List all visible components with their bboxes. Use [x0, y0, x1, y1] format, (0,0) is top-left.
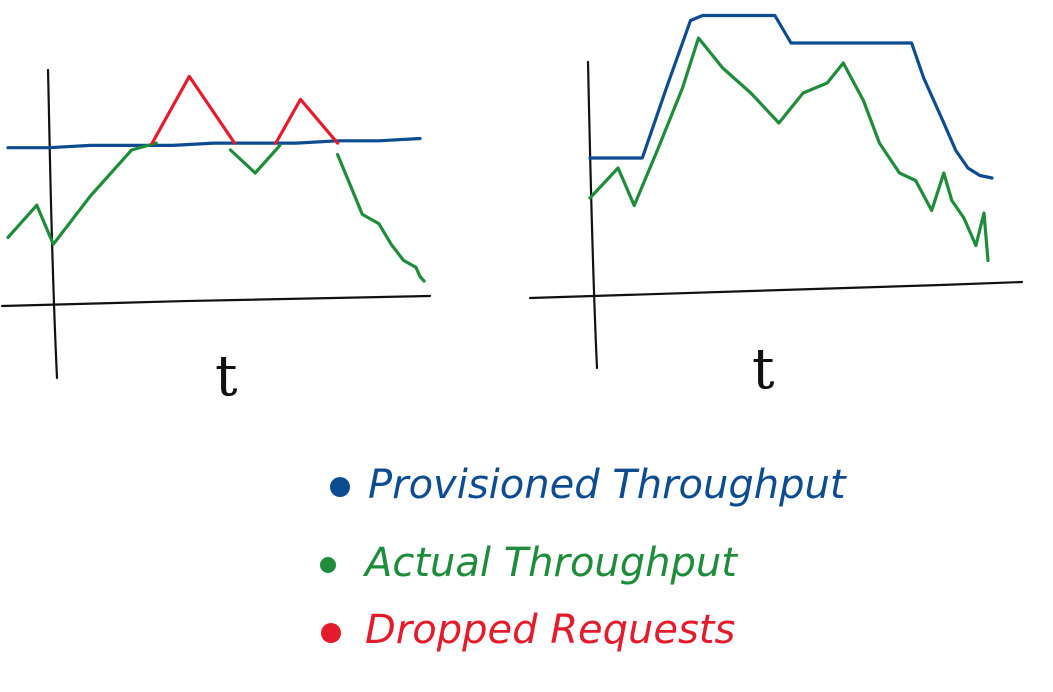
- legend-label-actual: Actual Throughput: [362, 540, 738, 586]
- chart-left-dropped-line-5: [274, 97, 340, 145]
- legend-item-actual: Actual Throughput: [320, 540, 738, 586]
- chart-left-x-axis-label: t: [215, 344, 238, 409]
- chart-left-provisioned-line-0: [6, 136, 422, 150]
- legend-item-provisioned: Provisioned Throughput: [330, 462, 847, 508]
- chart-left-actual-line-2: [228, 143, 282, 175]
- legend-label-provisioned: Provisioned Throughput: [368, 462, 847, 508]
- chart-left: t: [0, 68, 432, 409]
- chart-right-x-axis-label: t: [752, 337, 775, 402]
- chart-right-y-axis: [586, 60, 599, 370]
- chart-right-actual-line-1: [588, 36, 990, 263]
- legend-dot-provisioned: [330, 477, 350, 497]
- chart-right: t: [528, 13, 1024, 402]
- chart-left-x-axis: [0, 294, 432, 308]
- chart-left-series: [6, 74, 426, 283]
- chart-left-actual-line-3: [336, 153, 426, 283]
- chart-right-provisioned-line-0: [588, 13, 994, 180]
- chart-right-series: [588, 13, 994, 263]
- chart-left-actual-line-1: [6, 141, 158, 246]
- legend-item-dropped: Dropped Requests: [321, 607, 735, 653]
- chart-left-y-axis: [46, 68, 59, 380]
- legend-dot-actual: [320, 557, 336, 573]
- chart-left-dropped-line-4: [150, 74, 237, 145]
- legend: Provisioned Throughput Actual Throughput…: [320, 462, 847, 653]
- legend-label-dropped: Dropped Requests: [365, 607, 735, 653]
- legend-dot-dropped: [321, 623, 341, 643]
- chart-right-x-axis: [528, 280, 1024, 300]
